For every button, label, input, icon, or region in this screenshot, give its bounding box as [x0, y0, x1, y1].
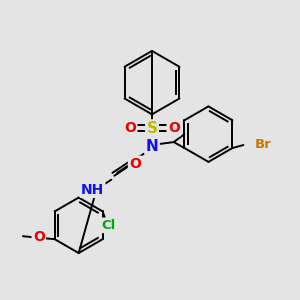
Text: Cl: Cl [101, 219, 116, 232]
Text: Br: Br [254, 138, 271, 151]
Text: O: O [168, 121, 180, 135]
Text: N: N [146, 139, 158, 154]
Text: O: O [124, 121, 136, 135]
Text: O: O [129, 157, 141, 171]
Text: O: O [33, 230, 45, 244]
Text: NH: NH [81, 183, 104, 196]
Text: S: S [146, 121, 158, 136]
